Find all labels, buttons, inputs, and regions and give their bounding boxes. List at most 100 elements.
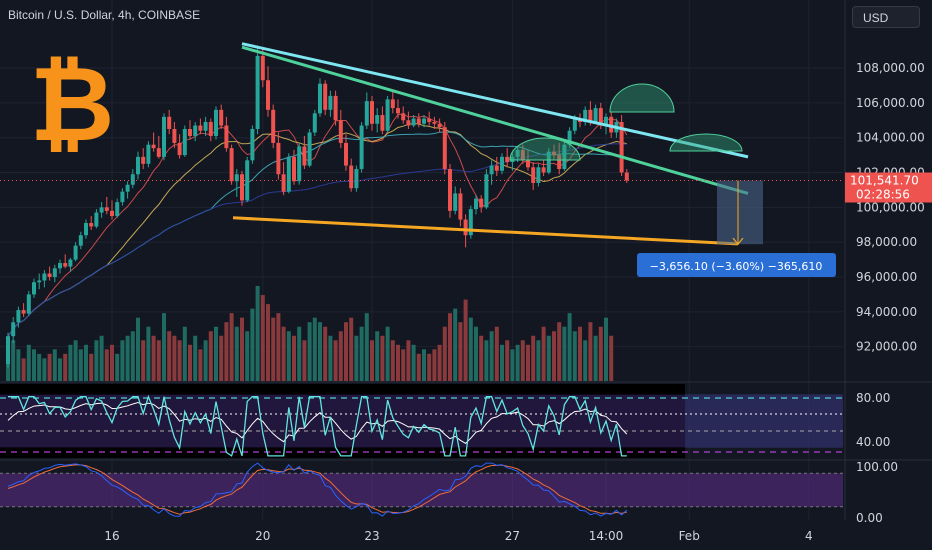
candle-body[interactable] [286,156,291,192]
candle-body[interactable] [572,118,577,131]
candle-body[interactable] [422,118,426,124]
candle-body[interactable] [130,174,135,185]
candle-body[interactable] [396,108,400,114]
lower-support-line[interactable] [232,216,739,246]
candle-body[interactable] [172,128,177,143]
candle-body[interactable] [188,128,192,136]
candle-body[interactable] [359,125,364,170]
candle-body[interactable] [47,273,52,278]
candle-body[interactable] [146,144,151,164]
candle-body[interactable] [318,83,322,114]
candle-body[interactable] [567,130,572,145]
candle-body[interactable] [84,223,88,236]
candle-body[interactable] [474,198,478,210]
candle-body[interactable] [271,109,276,143]
time-axis[interactable]: 16 20 23 27 14:00 Feb 4 [104,529,812,543]
candle-body[interactable] [411,118,416,126]
candle-body[interactable] [593,108,598,123]
candle-body[interactable] [370,101,374,124]
price-axis[interactable]: 108,000.00106,000.00104,000.00102,000.00… [845,61,932,525]
candle-body[interactable] [21,310,26,314]
candle-body[interactable] [552,151,556,156]
candle-body[interactable] [219,109,224,126]
candle-body[interactable] [494,165,499,171]
candle-body[interactable] [401,113,406,121]
candle-body[interactable] [37,280,42,283]
candle-body[interactable] [307,132,312,166]
candle-body[interactable] [442,127,447,170]
candle-body[interactable] [416,118,421,124]
candle-body[interactable] [266,80,270,110]
candle-body[interactable] [510,156,515,163]
candle-body[interactable] [224,125,229,149]
candle-body[interactable] [115,202,120,217]
candle-body[interactable] [214,109,218,136]
candle-body[interactable] [375,115,380,124]
upper-trendline[interactable] [241,42,749,159]
candle-body[interactable] [338,120,343,143]
candle-body[interactable] [167,116,172,129]
candle-body[interactable] [245,160,250,201]
candle-body[interactable] [619,122,624,173]
candle-body[interactable] [240,174,244,201]
candle-body[interactable] [234,174,239,182]
candle-body[interactable] [526,160,530,168]
candle-body[interactable] [505,156,510,163]
candle-body[interactable] [151,144,156,149]
candle-body[interactable] [562,144,567,170]
candle-body[interactable] [292,156,296,182]
candle-body[interactable] [42,273,47,281]
candle-body[interactable] [354,169,359,189]
candle-body[interactable] [136,156,140,175]
candle-body[interactable] [432,122,437,124]
candle-body[interactable] [297,146,302,182]
candle-body[interactable] [16,310,21,323]
candle-body[interactable] [333,95,338,121]
candle-body[interactable] [609,116,614,133]
candle-body[interactable] [437,123,442,128]
candle-body[interactable] [302,146,307,166]
candle-body[interactable] [26,294,31,314]
price-range-projection[interactable]: −3,656.10 (−3.60%) −365,610 [0,180,843,277]
currency-button[interactable]: USD [852,6,920,28]
candle-body[interactable] [63,263,68,267]
middle-trendline[interactable] [241,45,749,195]
candle-body[interactable] [500,156,504,171]
candle-body[interactable] [73,245,78,260]
candle-body[interactable] [479,198,484,208]
candle-body[interactable] [536,167,541,183]
candle-body[interactable] [531,167,536,183]
candle-body[interactable] [162,116,166,157]
candle-body[interactable] [546,151,551,173]
candle-body[interactable] [177,142,182,156]
candle-body[interactable] [312,113,317,133]
candle-body[interactable] [624,172,629,181]
candle-body[interactable] [125,184,130,192]
candle-body[interactable] [193,125,198,136]
candle-body[interactable] [463,219,468,236]
candle-body[interactable] [385,99,390,131]
candle-body[interactable] [156,148,161,157]
candle-body[interactable] [448,169,452,211]
candle-body[interactable] [598,108,603,126]
candle-body[interactable] [78,235,83,246]
candle-body[interactable] [250,128,255,161]
candle-body[interactable] [515,149,520,157]
projection-box[interactable] [717,180,763,245]
candle-body[interactable] [588,109,593,123]
candlesticks[interactable] [6,45,629,368]
candle-body[interactable] [229,148,234,182]
candle-body[interactable] [11,322,16,337]
candle-body[interactable] [328,95,333,110]
candle-body[interactable] [58,263,62,269]
candle-body[interactable] [120,191,125,203]
candle-body[interactable] [406,120,411,126]
candle-body[interactable] [104,207,109,211]
candle-body[interactable] [489,165,494,175]
candle-body[interactable] [468,209,473,236]
trendline-drawings[interactable]: ₿ [30,42,749,246]
candle-body[interactable] [52,268,57,278]
candle-body[interactable] [208,122,213,136]
candle-body[interactable] [94,212,99,227]
